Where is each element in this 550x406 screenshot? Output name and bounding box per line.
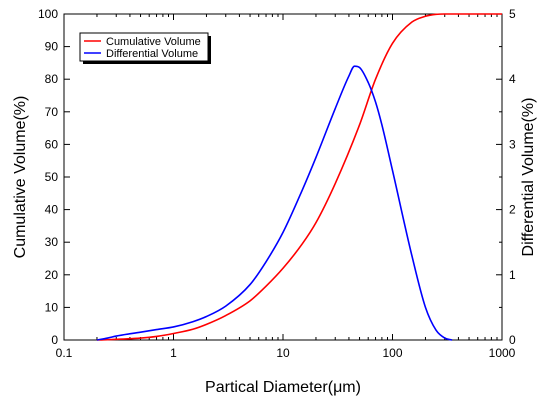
y-left-tick-label: 100 bbox=[38, 7, 58, 21]
x-tick-label: 0.1 bbox=[56, 346, 73, 360]
y-right-tick-label: 1 bbox=[509, 268, 516, 282]
y-left-tick-label: 60 bbox=[45, 137, 59, 151]
series-line-differential-volume bbox=[96, 65, 453, 341]
y-right-tick-label: 0 bbox=[509, 333, 516, 347]
y-axis-left-title: Cumulative Volume(%) bbox=[12, 96, 29, 259]
x-tick-label: 1000 bbox=[489, 346, 516, 360]
legend-label-differential-volume: Differential Volume bbox=[106, 48, 198, 60]
y-left-tick-label: 90 bbox=[45, 40, 59, 54]
series-layer bbox=[96, 13, 502, 341]
y-axis-right-title: Differential Volume(%) bbox=[520, 98, 537, 257]
y-right-tick-label: 5 bbox=[509, 7, 516, 21]
legend-label-cumulative-volume: Cumulative Volume bbox=[106, 36, 201, 48]
y-left-tick-label: 40 bbox=[45, 203, 59, 217]
y-left-tick-label: 50 bbox=[45, 170, 59, 184]
y-left-tick-label: 30 bbox=[45, 235, 59, 249]
y-left-tick-label: 10 bbox=[45, 300, 59, 314]
legend-box bbox=[79, 32, 209, 62]
y-right-tick-label: 4 bbox=[509, 72, 516, 86]
y-right-tick-label: 3 bbox=[509, 137, 516, 151]
x-tick-label: 10 bbox=[276, 346, 290, 360]
y-left-tick-label: 80 bbox=[45, 72, 59, 86]
legend: Cumulative Volume Differential Volume bbox=[79, 32, 211, 64]
y-right-tick-label: 2 bbox=[509, 203, 516, 217]
y-left-tick-label: 0 bbox=[51, 333, 58, 347]
x-axis-title: Partical Diameter(μm) bbox=[205, 379, 361, 396]
x-tick-label: 100 bbox=[382, 346, 402, 360]
x-tick-label: 1 bbox=[170, 346, 177, 360]
y-left-tick-label: 20 bbox=[45, 268, 59, 282]
series-line-cumulative-volume bbox=[96, 13, 502, 341]
y-left-tick-label: 70 bbox=[45, 105, 59, 119]
